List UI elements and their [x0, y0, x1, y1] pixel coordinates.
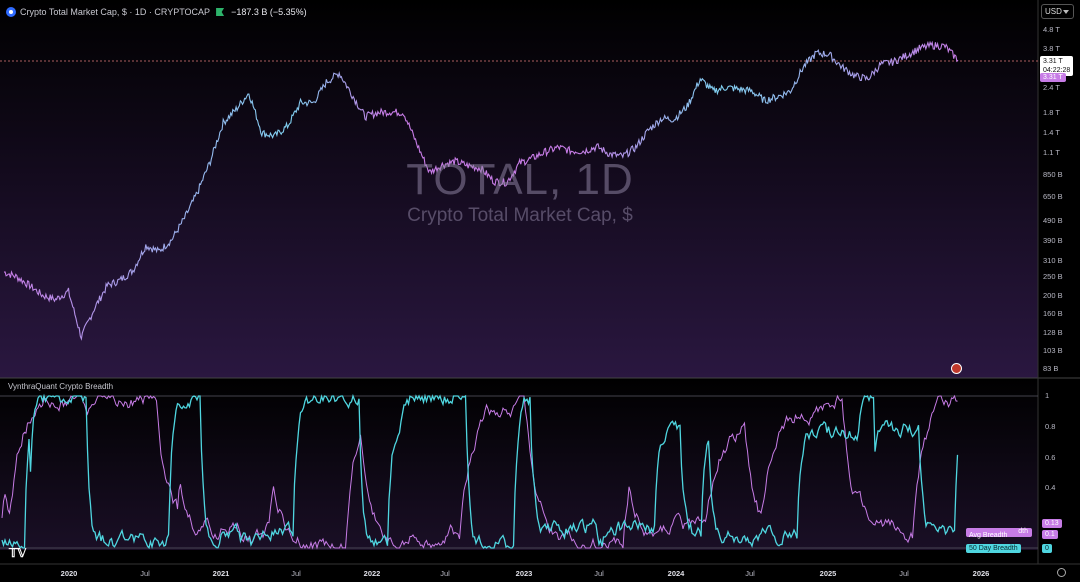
flag-icon — [216, 8, 225, 16]
countdown: 04:22:28 — [1043, 67, 1071, 74]
price-series — [3, 40, 959, 341]
avg-breadth-label-text: Avg Breadth — [969, 532, 1008, 539]
price-tick-label: 250 B — [1043, 272, 1063, 281]
price-tick-label: 83 B — [1043, 364, 1059, 373]
price-tick-label: 103 B — [1043, 346, 1063, 355]
price-tick-label: 310 B — [1043, 256, 1063, 265]
time-tick-label: 2021 — [212, 569, 230, 578]
watermark-symbol: TOTAL, 1D — [406, 155, 634, 204]
price-tick-label: 4.8 T — [1043, 25, 1060, 34]
fifty-value-tag: 0 — [1042, 544, 1052, 553]
time-tick-label: Jul — [594, 569, 604, 578]
price-line — [3, 40, 959, 341]
price-change: −187.3 B (−5.35%) — [231, 7, 307, 17]
indicator-tick-label: 0.6 — [1045, 453, 1056, 462]
price-series-tag: 3.31 T — [1040, 73, 1066, 82]
avg-breadth-label: Avg Breadth dth — [966, 528, 1032, 539]
time-tick-label: 2026 — [972, 569, 990, 578]
indicator-tick-label: 0.4 — [1045, 483, 1056, 492]
avg-breadth-label-suffix: dth — [1018, 528, 1028, 535]
time-tick-label: 2022 — [363, 569, 381, 578]
watermark-name: Crypto Total Market Cap, $ — [407, 205, 633, 226]
time-tick-label: Jul — [745, 569, 755, 578]
avg-value-tag-2: 0.1 — [1042, 530, 1058, 539]
time-tick-label: Jul — [291, 569, 301, 578]
cryptocap-logo-icon — [6, 7, 16, 17]
time-tick-label: 2025 — [819, 569, 837, 578]
fifty-day-label: 50 Day Breadth — [966, 544, 1021, 553]
chart-header: Crypto Total Market Cap, $ · 1D · CRYPTO… — [6, 5, 307, 19]
price-tick-label: 1.8 T — [1043, 108, 1060, 117]
avg-breadth-line — [1, 394, 958, 550]
currency-select[interactable]: USD — [1041, 4, 1074, 19]
price-tick-label: 490 B — [1043, 216, 1063, 225]
price-tick-label: 390 B — [1043, 236, 1063, 245]
tradingview-logo-icon[interactable]: 𝕋𝕍 — [9, 546, 27, 560]
price-tick-label: 128 B — [1043, 328, 1063, 337]
indicator-pane-bg — [0, 378, 1038, 550]
price-tick-label: 1.4 T — [1043, 128, 1060, 137]
time-tick-label: Jul — [440, 569, 450, 578]
price-pane-bg — [0, 0, 1038, 378]
gear-icon[interactable] — [1057, 568, 1066, 577]
avg-value-tag: 0.13 — [1042, 519, 1062, 528]
time-tick-label: 2024 — [667, 569, 685, 578]
price-tick-label: 650 B — [1043, 192, 1063, 201]
time-tick-label: 2023 — [515, 569, 533, 578]
price-tick-label: 850 B — [1043, 170, 1063, 179]
price-tick-label: 2.4 T — [1043, 83, 1060, 92]
us-flag-icon[interactable] — [951, 363, 962, 374]
breadth-series — [1, 393, 959, 550]
price-tick-label: 160 B — [1043, 309, 1063, 318]
indicator-tick-label: 0.8 — [1045, 422, 1056, 431]
indicator-title[interactable]: VynthraQuant Crypto Breadth — [8, 382, 114, 391]
price-tick-label: 1.1 T — [1043, 148, 1060, 157]
last-price-tag: 3.31 T 04:22:28 — [1040, 56, 1074, 76]
time-tick-label: Jul — [140, 569, 150, 578]
last-price-value: 3.31 T — [1043, 58, 1063, 65]
price-tick-label: 3.8 T — [1043, 44, 1060, 53]
indicator-tick-label: 1 — [1045, 391, 1050, 400]
time-tick-label: Jul — [899, 569, 909, 578]
fifty-day-breadth-line — [1, 393, 959, 550]
time-tick-label: 2020 — [60, 569, 78, 578]
price-tick-label: 200 B — [1043, 291, 1063, 300]
symbol-title[interactable]: Crypto Total Market Cap, $ · 1D · CRYPTO… — [20, 7, 211, 17]
